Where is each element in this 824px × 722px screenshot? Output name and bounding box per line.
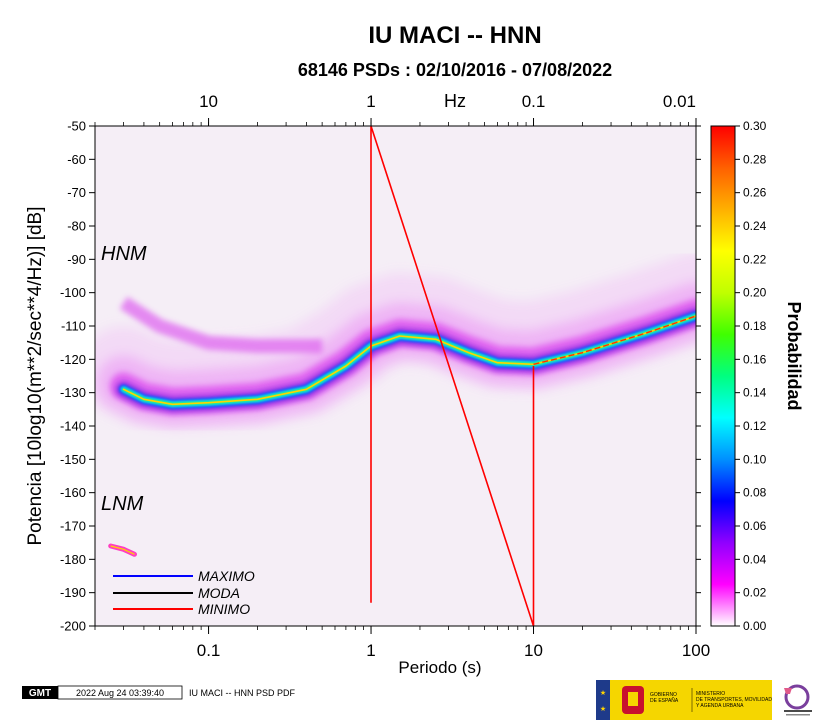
ministry-line2: DE TRANSPORTES, MOVILIDAD [696, 697, 772, 703]
colorbar-tick-label: 0.12 [743, 419, 767, 433]
hnm-density-band [119, 296, 323, 353]
y-tick-label: -160 [60, 485, 86, 500]
top-axis-ticks: 10 1 0.1 0.01 [199, 92, 697, 126]
y-tick-label: -90 [67, 252, 86, 267]
colorbar-tick-label: 0.26 [743, 186, 767, 200]
colorbar-tick-label: 0.22 [743, 252, 767, 266]
eu-flag [596, 680, 610, 720]
y-tick-label: -200 [60, 619, 86, 634]
y-tick-label: -80 [67, 219, 86, 234]
x-tick-label: 0.1 [197, 641, 221, 660]
timestamp-box [57, 685, 183, 700]
hnm-label: HNM [101, 243, 147, 265]
y-tick-label: -140 [60, 419, 86, 434]
y-tick-label: -180 [60, 552, 86, 567]
top-tick-label: 0.1 [522, 92, 546, 111]
colorbar-tick-label: 0.30 [743, 119, 767, 133]
top-tick-label: 0.01 [663, 92, 696, 111]
colorbar-tick-label: 0.10 [743, 452, 767, 466]
colorbar-tick-label: 0.24 [743, 219, 767, 233]
colorbar-tick-label: 0.08 [743, 486, 767, 500]
anniversary-logo [784, 684, 812, 716]
colorbar-tick-label: 0.02 [743, 586, 767, 600]
top-tick-label: 1 [366, 92, 375, 111]
eu-stars-2: ★ [600, 705, 606, 713]
lnm-label: LNM [101, 493, 144, 515]
mode-peak-line [533, 315, 696, 365]
coat-detail [628, 692, 638, 706]
minimum-line [370, 125, 535, 627]
colorbar-tick-label: 0.20 [743, 286, 767, 300]
colorbar-tick-label: 0.18 [743, 319, 767, 333]
y-tick-label: -150 [60, 452, 86, 467]
y-tick-label: -120 [60, 352, 86, 367]
legend: MAXIMO MODA MINIMO [113, 568, 255, 617]
colorbar-ticks: 0.30 0.28 0.26 0.24 0.22 0.20 0.18 0.16 0.14 0.12… [735, 119, 767, 633]
top-tick-label: 10 [199, 92, 218, 111]
colorbar [710, 125, 736, 627]
y-tick-label: -110 [61, 319, 86, 334]
gov-line2: DE ESPAÑA [650, 697, 679, 704]
plot-filename: IU MACI -- HNN PSD PDF [189, 688, 296, 698]
legend-label-minimo: MINIMO [198, 601, 250, 617]
gmt-logo [22, 686, 58, 699]
gmt-logo-text: GMT [29, 688, 51, 699]
top-axis-hz-label: Hz [444, 91, 466, 111]
ministry-line3: Y AGENDA URBANA [696, 703, 744, 709]
colorbar-tick-label: 0.04 [743, 552, 767, 566]
x-tick-label: 100 [682, 641, 710, 660]
y-axis-ticks: -50 -60 -70 -80 -90 -100 -110 -120 -130 -140 -150 -… [60, 119, 701, 634]
y-axis-label: Potencia [10log10(m**2/sec**4/Hz)] [dB] [25, 206, 46, 545]
footer: GMT 2022 Aug 24 03:39:40 IU MACI -- HNN … [22, 680, 812, 720]
y-tick-label: -190 [60, 585, 86, 600]
x-tick-label: 10 [524, 641, 543, 660]
y-tick-label: -70 [67, 185, 86, 200]
colorbar-label: Probabilidad [784, 301, 804, 410]
y-tick-label: -60 [67, 152, 86, 167]
colorbar-tick-label: 0.16 [743, 352, 767, 366]
colorbar-tick-label: 0.06 [743, 519, 767, 533]
colorbar-tick-label: 0.14 [743, 386, 767, 400]
heatmap-density [95, 253, 696, 557]
y-tick-label: -50 [67, 119, 86, 134]
y-tick-label: -130 [60, 385, 86, 400]
colorbar-tick-label: 0.28 [743, 152, 767, 166]
legend-label-maximo: MAXIMO [198, 568, 255, 584]
x-axis-ticks: 0.1 1 10 100 [94, 122, 710, 660]
colorbar-tick-label: 0.00 [743, 619, 767, 633]
x-axis-label: Periodo (s) [398, 658, 481, 677]
y-tick-label: -100 [60, 285, 86, 300]
plot-frame [94, 125, 697, 627]
density-band-7 [122, 315, 696, 406]
eu-stars: ★ [600, 689, 606, 697]
gov-line1: GOBIERNO [650, 692, 677, 698]
legend-label-moda: MODA [198, 585, 240, 601]
timestamp: 2022 Aug 24 03:39:40 [76, 688, 164, 698]
lnm-cluster-core [110, 545, 135, 555]
chart-subtitle: 68146 PSDs : 02/10/2016 - 07/08/2022 [298, 60, 612, 80]
ministry-line1: MINISTERIO [696, 691, 725, 697]
y-tick-label: -170 [60, 519, 86, 534]
x-tick-label: 1 [366, 641, 375, 660]
chart-title: IU MACI -- HNN [368, 22, 541, 49]
